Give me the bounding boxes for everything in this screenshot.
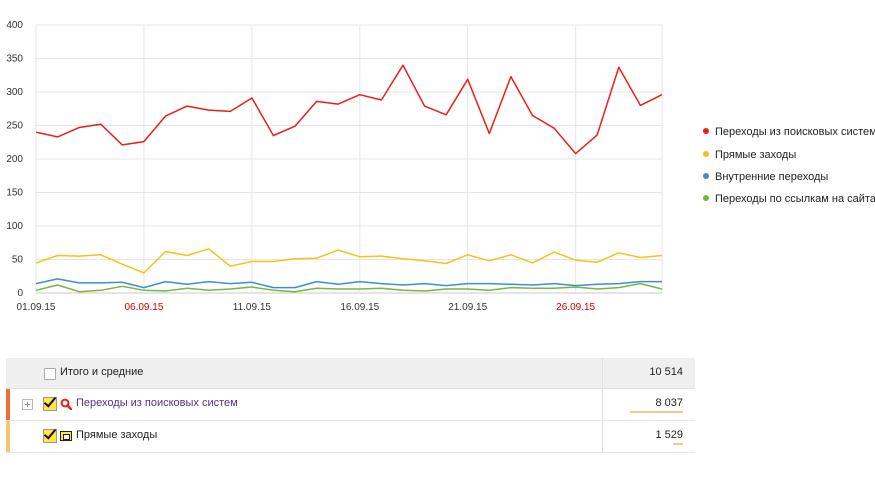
row-checkbox[interactable] — [43, 397, 57, 411]
legend-label: Переходы по ссылкам на сайтах — [715, 193, 875, 205]
x-axis-ticks: 01.09.15 06.09.15 11.09.15 16.09.15 21.09.15… — [17, 302, 596, 313]
row-label: Прямые заходы — [76, 429, 158, 441]
row-value-cell: 1 529 — [602, 421, 695, 452]
table-row: Переходы из поисковых систем 8 037 — [6, 389, 695, 421]
row-color-stripe — [6, 389, 10, 420]
direct-visit-icon — [60, 431, 72, 441]
x-tick-label: 01.09.15 — [17, 302, 56, 313]
table-row-total: Итого и средние 10 514 — [6, 358, 695, 389]
search-icon — [60, 398, 72, 410]
y-tick-label: 50 — [12, 255, 24, 266]
legend-item-links[interactable]: Переходы по ссылкам на сайтах — [703, 193, 875, 207]
series-line — [35, 248, 663, 274]
legend-item-search[interactable]: Переходы из поисковых систем — [703, 126, 875, 140]
y-tick-label: 250 — [6, 121, 23, 132]
y-tick-label: 200 — [6, 154, 23, 165]
total-label: Итого и средние — [60, 366, 144, 378]
x-tick-label: 06.09.15 — [124, 302, 163, 313]
series-line — [35, 278, 662, 289]
series-line — [35, 282, 663, 293]
row-share-bar — [672, 443, 683, 445]
x-tick-label: 16.09.15 — [340, 302, 379, 313]
y-tick-label: 150 — [6, 188, 23, 199]
y-tick-label: 300 — [6, 87, 23, 98]
legend-item-direct[interactable]: Прямые заходы — [703, 149, 796, 163]
row-value-cell: 8 037 — [602, 389, 695, 420]
legend-dot-icon — [703, 128, 709, 135]
traffic-sources-table: Итого и средние 10 514 Переходы из поиск… — [6, 358, 695, 453]
row-checkbox[interactable] — [43, 429, 57, 443]
legend-item-internal[interactable]: Внутренние переходы — [703, 171, 828, 185]
x-tick-label: 21.09.15 — [448, 302, 487, 313]
x-tick-label: 26.09.15 — [556, 302, 595, 313]
expand-icon[interactable] — [22, 399, 33, 410]
row-color-stripe — [6, 421, 10, 452]
table-row: Прямые заходы 1 529 — [6, 421, 695, 453]
y-tick-label: 400 — [6, 20, 23, 31]
y-tick-label: 350 — [6, 54, 23, 65]
y-axis-ticks: 0 50 100 150 200 250 300 350 400 — [6, 20, 23, 299]
x-tick-label: 11.09.15 — [233, 302, 272, 313]
traffic-line-chart: 0 50 100 150 200 250 300 350 400 01.09.15 06.09.1… — [6, 20, 663, 313]
chart-series — [35, 64, 663, 293]
chart-grid — [35, 24, 663, 294]
legend-label: Внутренние переходы — [715, 171, 829, 183]
legend-dot-icon — [703, 151, 709, 158]
row-value: 8 037 — [655, 397, 683, 409]
legend-dot-icon — [703, 195, 709, 202]
total-value-cell: 10 514 — [602, 358, 695, 388]
legend-label: Прямые заходы — [715, 149, 797, 161]
legend-dot-icon — [703, 173, 709, 180]
row-share-bar — [629, 411, 683, 413]
y-tick-label: 0 — [17, 288, 23, 299]
total-checkbox[interactable] — [44, 368, 56, 380]
y-tick-label: 100 — [6, 221, 23, 232]
legend-label: Переходы из поисковых систем — [715, 126, 875, 138]
series-line — [35, 64, 663, 155]
row-value: 1 529 — [655, 429, 683, 441]
total-value: 10 514 — [649, 366, 683, 378]
row-label-link[interactable]: Переходы из поисковых систем — [76, 397, 238, 409]
